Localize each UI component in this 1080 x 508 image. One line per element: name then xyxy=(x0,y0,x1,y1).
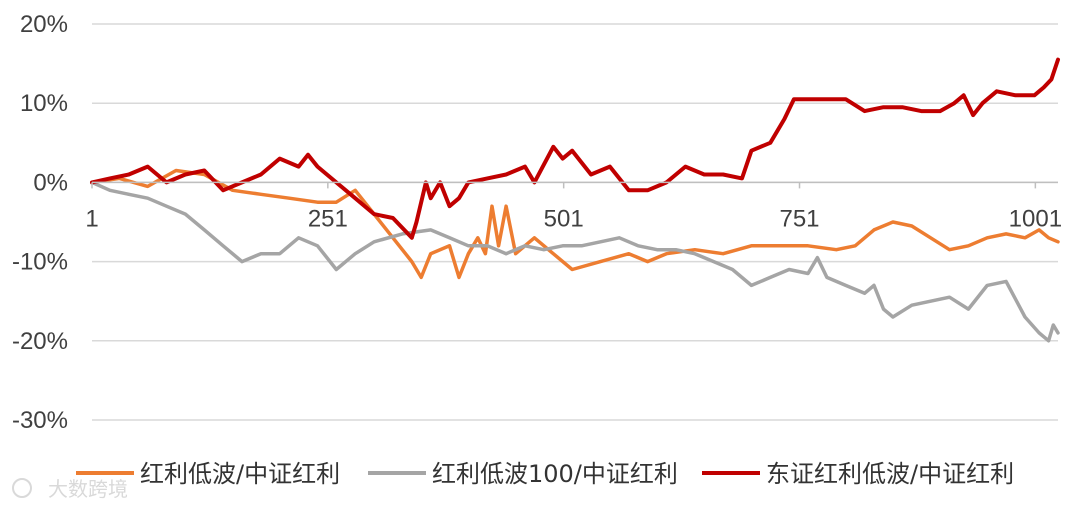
y-tick-label: 0% xyxy=(33,169,68,196)
y-tick-label: -30% xyxy=(12,407,68,434)
x-tick-label: 1 xyxy=(85,205,98,232)
y-tick-label: -10% xyxy=(12,249,68,276)
legend-label-3: 东证红利低波/中证红利 xyxy=(766,460,1014,488)
watermark: 大数跨境 xyxy=(12,477,128,501)
x-axis: 1 251 501 751 1001 xyxy=(85,181,1062,232)
series-line-1 xyxy=(90,168,1060,280)
x-tick-label: 751 xyxy=(779,205,819,232)
y-tick-label: 20% xyxy=(20,11,68,38)
watermark-logo-icon xyxy=(12,478,32,498)
series-line-3 xyxy=(90,57,1060,240)
watermark-text: 大数跨境 xyxy=(48,477,128,501)
y-axis: 20% 10% 0% -10% -20% -30% xyxy=(12,11,68,434)
legend: 红利低波/中证红利 红利低波100/中证红利 东证红利低波/中证红利 xyxy=(76,460,1014,488)
x-tick-label: 501 xyxy=(544,205,584,232)
y-tick-label: -20% xyxy=(12,328,68,355)
x-tick-label: 251 xyxy=(308,205,348,232)
y-tick-label: 10% xyxy=(20,90,68,117)
legend-label-1: 红利低波/中证红利 xyxy=(140,460,340,488)
x-tick-label: 1001 xyxy=(1009,205,1062,232)
series-line-2 xyxy=(90,180,1060,343)
legend-label-2: 红利低波100/中证红利 xyxy=(432,460,678,488)
series-layer xyxy=(90,57,1060,343)
